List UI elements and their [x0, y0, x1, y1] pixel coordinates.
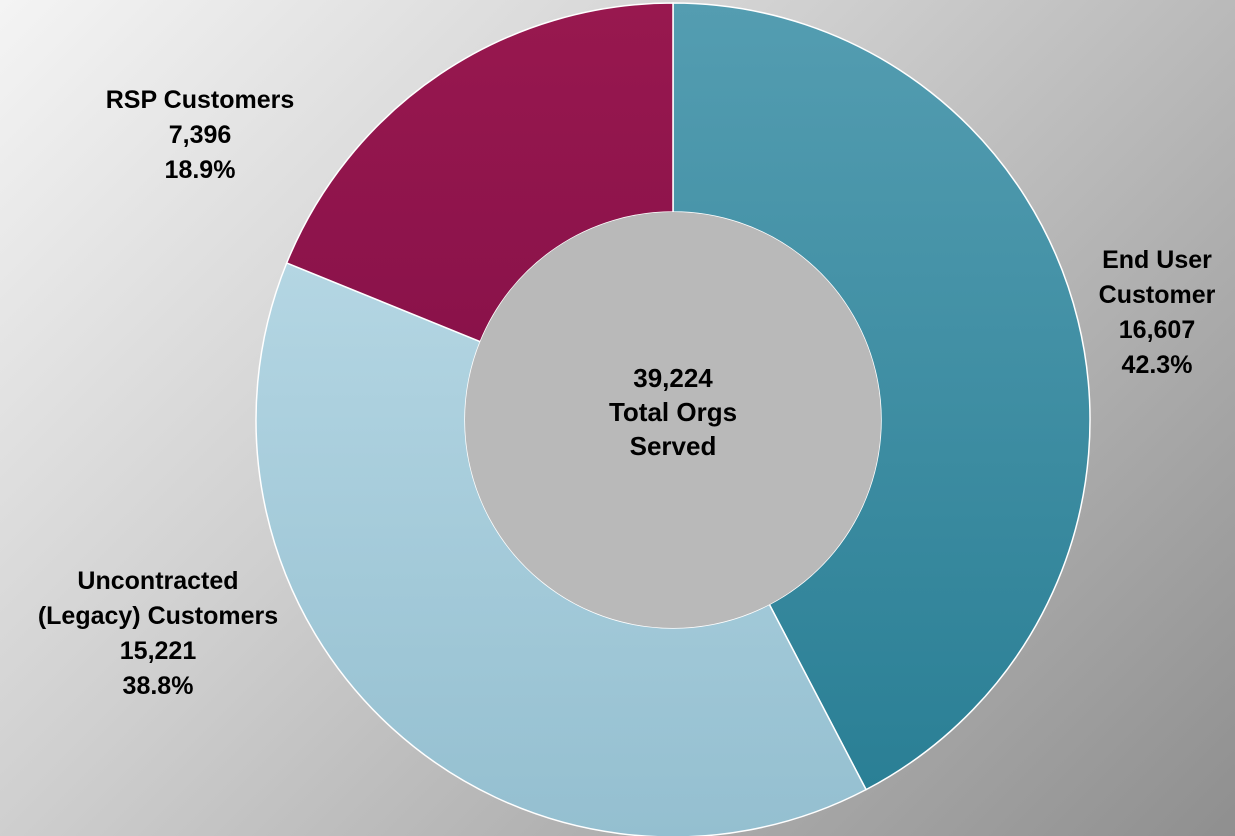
- center-total-value: 39,224: [633, 363, 713, 393]
- center-label-line2: Served: [630, 431, 717, 461]
- slice-percent-label: 38.8%: [123, 672, 194, 700]
- slice-label-rsp: RSP Customers 7,396 18.9%: [106, 86, 295, 184]
- slice-value-label: 7,396: [169, 121, 232, 149]
- slice-name-line1: End User: [1102, 246, 1212, 274]
- slice-label-end-user: End User Customer 16,607 42.3%: [1099, 246, 1216, 379]
- slice-value-label: 16,607: [1119, 316, 1195, 344]
- slice-label-uncontracted: Uncontracted (Legacy) Customers 15,221 3…: [38, 567, 278, 700]
- slice-name-line1: RSP Customers: [106, 86, 295, 114]
- slice-name-line2: (Legacy) Customers: [38, 602, 278, 630]
- center-label: 39,224 Total Orgs Served: [609, 363, 737, 461]
- slice-value-label: 15,221: [120, 637, 197, 665]
- slice-percent-label: 42.3%: [1122, 351, 1193, 379]
- slice-name-line2: Customer: [1099, 281, 1216, 309]
- slice-percent-label: 18.9%: [165, 156, 236, 184]
- donut-slices: [255, 2, 1091, 836]
- donut-center-hole: [465, 212, 881, 628]
- slice-name-line1: Uncontracted: [77, 567, 238, 595]
- center-label-line1: Total Orgs: [609, 397, 737, 427]
